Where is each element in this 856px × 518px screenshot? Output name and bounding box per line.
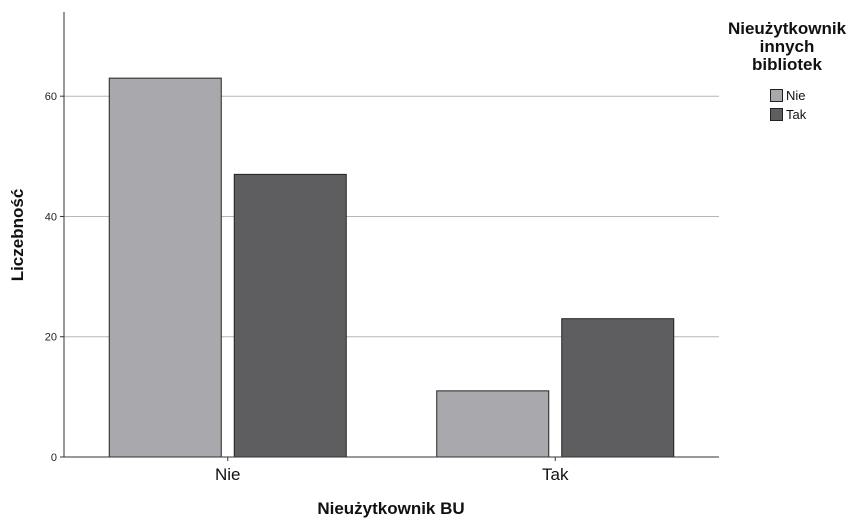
- legend-item-nie: Nie: [770, 86, 856, 105]
- bars: [108, 77, 675, 458]
- x-axis-title: Nieużytkownik BU: [317, 499, 464, 518]
- y-tick-label: 60: [45, 91, 57, 103]
- legend-items: Nie Tak: [770, 86, 856, 124]
- axes: [63, 12, 719, 458]
- y-tick-labels: 0 20 40 60: [45, 91, 64, 464]
- legend-title: Nieużytkownik innych bibliotek: [722, 20, 852, 74]
- legend-swatch-nie: [770, 89, 783, 102]
- legend-item-tak: Tak: [770, 105, 856, 124]
- bar-tak-nie: [436, 390, 550, 458]
- x-category-labels: Nie Tak: [215, 457, 569, 484]
- bar-nie-nie: [108, 77, 222, 458]
- bar-nie-tak: [233, 173, 347, 458]
- x-category-label: Nie: [215, 465, 241, 484]
- y-tick-label: 20: [45, 332, 57, 344]
- bar-tak-tak: [561, 318, 675, 458]
- legend-label-tak: Tak: [786, 107, 807, 122]
- legend: Nieużytkownik innych bibliotek Nie Tak: [722, 20, 856, 124]
- legend-swatch-tak: [770, 108, 783, 121]
- legend-title-line: bibliotek: [752, 55, 822, 74]
- y-tick-label: 0: [51, 452, 57, 464]
- x-category-label: Tak: [542, 465, 569, 484]
- y-axis-title: Liczebność: [8, 189, 27, 282]
- y-tick-label: 40: [45, 211, 57, 223]
- legend-label-nie: Nie: [786, 88, 806, 103]
- legend-title-line: Nieużytkownik: [727, 19, 847, 38]
- legend-title-line: innych: [759, 37, 815, 56]
